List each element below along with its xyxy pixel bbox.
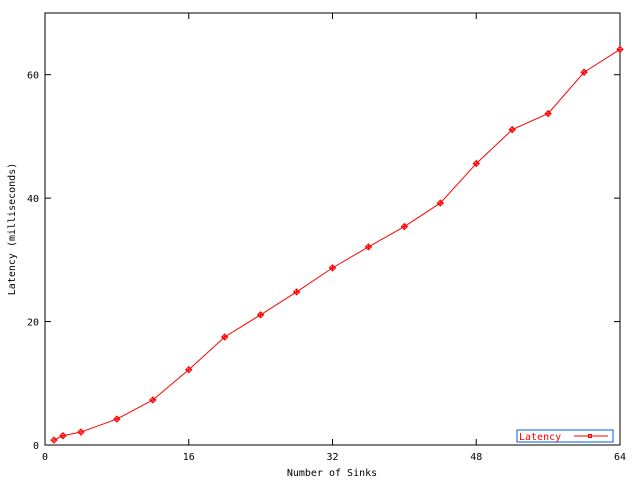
legend-marker: [588, 434, 592, 438]
data-point: [580, 68, 588, 76]
data-point: [616, 45, 624, 54]
data-point: [256, 311, 265, 319]
data-point: [436, 199, 445, 207]
legend-box: [516, 429, 614, 443]
x-axis-label: Number of Sinks: [287, 468, 377, 479]
x-tick-label: 32: [326, 452, 338, 463]
data-point: [328, 264, 337, 272]
data-point: [400, 222, 409, 231]
plot-frame: [44, 12, 621, 446]
data-point: [77, 428, 85, 436]
series-line: [53, 48, 621, 441]
data-point: [149, 396, 157, 404]
data-point: [544, 109, 552, 118]
y-tick-label: 40: [27, 194, 39, 205]
data-point: [220, 333, 229, 341]
y-tick-label: 60: [27, 71, 39, 82]
x-tick-label: 48: [470, 452, 482, 463]
legend: Latency: [516, 429, 614, 443]
data-point: [472, 159, 480, 168]
x-tick-label: 0: [42, 452, 48, 463]
data-point: [185, 366, 193, 374]
data-point: [113, 415, 121, 423]
y-tick-label: 0: [33, 441, 39, 452]
x-tick-label: 64: [614, 452, 626, 463]
data-point: [50, 436, 58, 444]
data-point: [508, 125, 516, 134]
x-tick-label: 16: [183, 452, 195, 463]
data-point: [292, 288, 301, 296]
data-point: [364, 243, 373, 251]
y-axis-label: Latency (milliseconds): [7, 163, 18, 295]
data-point: [59, 432, 67, 440]
legend-label: Latency: [519, 432, 561, 443]
y-tick-label: 20: [27, 318, 39, 329]
